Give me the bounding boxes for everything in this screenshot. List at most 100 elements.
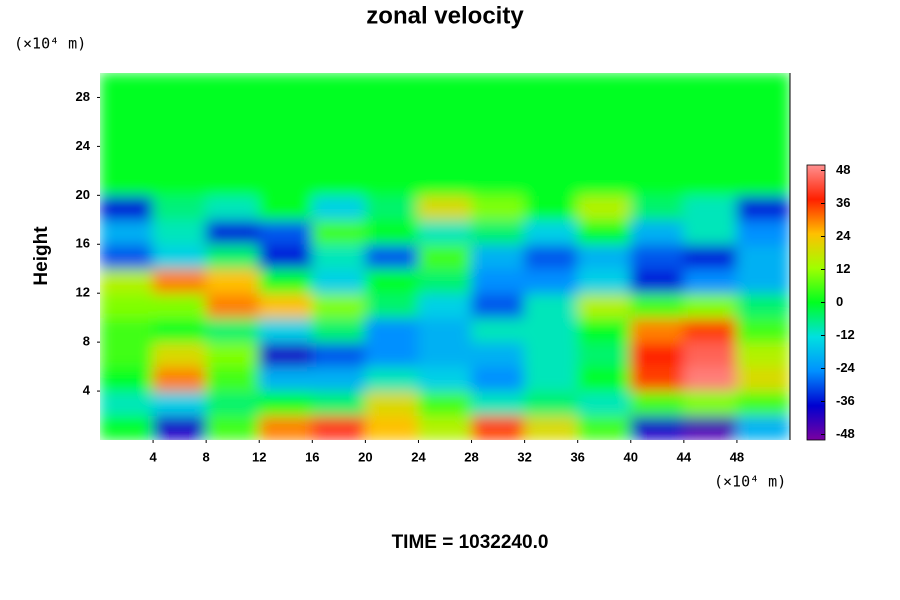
- cell: [258, 390, 313, 417]
- cell: [258, 292, 313, 319]
- cell: [205, 268, 260, 294]
- cell: [205, 219, 260, 245]
- cell: [364, 121, 419, 147]
- cell: [258, 96, 313, 123]
- cell: [524, 341, 579, 368]
- cell: [152, 145, 207, 172]
- cell: [471, 219, 526, 245]
- cell: [630, 219, 685, 245]
- cell: [152, 194, 207, 221]
- cell: [205, 415, 260, 440]
- cell: [577, 145, 632, 172]
- cell: [152, 243, 207, 270]
- y-tick-label: 8: [83, 334, 90, 349]
- time-annotation: TIME = 1032240.0: [392, 532, 549, 553]
- cell: [471, 292, 526, 319]
- y-tick-label: 4: [83, 383, 91, 398]
- cell: [364, 96, 419, 123]
- x-unit-label: (×10⁴ m): [714, 473, 786, 491]
- chart-title: zonal velocity: [366, 2, 524, 29]
- cell: [364, 390, 419, 417]
- y-unit-label: (×10⁴ m): [14, 35, 86, 53]
- cell: [152, 415, 207, 440]
- cell: [630, 341, 685, 368]
- cell: [630, 415, 685, 440]
- cell: [152, 121, 207, 147]
- cell: [364, 292, 419, 319]
- cell: [736, 96, 790, 123]
- cell: [524, 268, 579, 294]
- cell: [683, 292, 738, 319]
- cell: [577, 292, 632, 319]
- cell: [471, 194, 526, 221]
- cell: [258, 73, 313, 98]
- cell: [736, 170, 790, 196]
- cell: [683, 341, 738, 368]
- cell: [577, 121, 632, 147]
- cell: [417, 121, 473, 147]
- colorbar-tick-label: 36: [836, 195, 850, 210]
- y-tick-label: 12: [76, 285, 90, 300]
- cell: [736, 292, 790, 319]
- cell: [364, 317, 419, 343]
- cell: [205, 194, 260, 221]
- cell: [736, 317, 790, 343]
- cell: [683, 268, 738, 294]
- cell: [683, 73, 738, 98]
- cell: [471, 317, 526, 343]
- cell: [311, 341, 366, 368]
- cell: [577, 73, 632, 98]
- cell: [205, 390, 260, 417]
- x-tick-label: 28: [464, 449, 478, 464]
- cell: [311, 292, 366, 319]
- cell: [152, 366, 207, 392]
- cell: [683, 145, 738, 172]
- x-tick-label: 12: [252, 449, 266, 464]
- cell: [471, 415, 526, 440]
- x-tick-label: 4: [149, 449, 157, 464]
- cell: [311, 96, 366, 123]
- cell: [100, 170, 154, 196]
- cell: [100, 341, 154, 368]
- colorbar-tick-label: 48: [836, 162, 850, 177]
- cell: [258, 194, 313, 221]
- cell: [683, 121, 738, 147]
- cell: [417, 366, 473, 392]
- cell: [736, 341, 790, 368]
- cell: [417, 219, 473, 245]
- cell: [205, 145, 260, 172]
- cell: [417, 317, 473, 343]
- cell: [311, 170, 366, 196]
- cell: [364, 145, 419, 172]
- cell: [683, 194, 738, 221]
- cell: [417, 390, 473, 417]
- cell: [205, 121, 260, 147]
- cell: [630, 268, 685, 294]
- cell: [100, 243, 154, 270]
- cell: [524, 73, 579, 98]
- cell: [736, 366, 790, 392]
- cell: [630, 317, 685, 343]
- cell: [258, 268, 313, 294]
- cell: [364, 170, 419, 196]
- cell: [630, 243, 685, 270]
- cell: [364, 194, 419, 221]
- cell: [152, 268, 207, 294]
- heatmap: [100, 73, 790, 440]
- cell: [630, 96, 685, 123]
- cell: [524, 317, 579, 343]
- cell: [683, 415, 738, 440]
- y-tick-label: 20: [76, 187, 90, 202]
- cell: [524, 170, 579, 196]
- cell: [258, 366, 313, 392]
- cell: [152, 219, 207, 245]
- cell: [683, 390, 738, 417]
- cell: [311, 268, 366, 294]
- cell: [417, 292, 473, 319]
- cell: [471, 170, 526, 196]
- x-tick-label: 36: [570, 449, 584, 464]
- x-tick-label: 8: [203, 449, 210, 464]
- cell: [100, 292, 154, 319]
- cell: [736, 243, 790, 270]
